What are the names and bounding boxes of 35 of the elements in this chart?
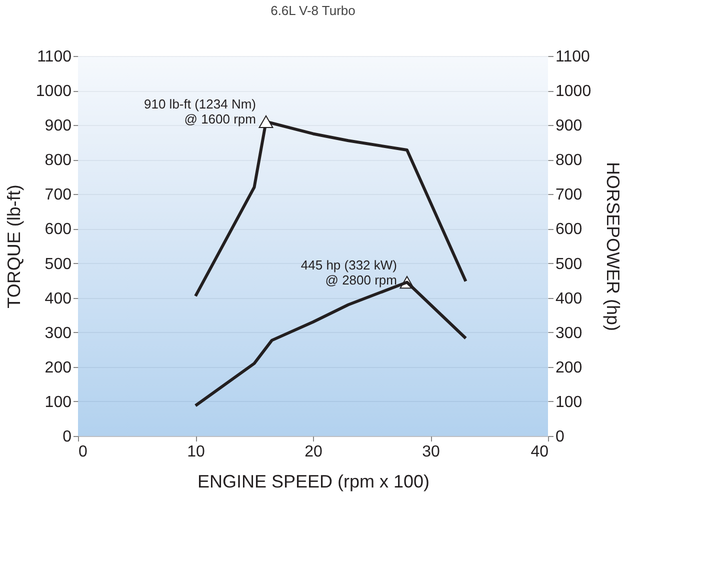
y2-tick-label: 1100	[556, 48, 590, 66]
x-tick-label: 10	[187, 444, 205, 460]
y2-tick-label: 700	[556, 186, 582, 204]
y2-axis-title: HORSEPOWER (hp)	[603, 162, 624, 332]
y-tick-label: 200	[44, 359, 72, 376]
y-tick-label: 1100	[37, 48, 72, 66]
y2-tick-label: 400	[556, 290, 582, 308]
y-tick-label: 800	[44, 152, 72, 170]
x-tick-label: 30	[422, 444, 440, 460]
chart-title: 6.6L V-8 Turbo	[270, 3, 356, 18]
y-tick-label: 500	[44, 256, 72, 273]
y-tick-label: 0	[62, 428, 72, 446]
y-tick-label: 700	[44, 186, 72, 204]
y-tick-label: 300	[44, 324, 72, 342]
x-tick-label: 20	[304, 444, 322, 460]
y2-tick-label: 600	[556, 221, 582, 238]
x-tick-label: 0	[78, 444, 88, 460]
y2-tick-label: 0	[556, 428, 564, 446]
x-tick-label: 40	[530, 444, 549, 460]
y-tick-label: 1000	[36, 83, 72, 100]
annotation: 445 hp (332 kW) @ 2800 rpm	[300, 257, 397, 288]
y-tick-label: 400	[44, 290, 72, 308]
y2-tick-label: 300	[556, 324, 582, 342]
y-tick-label: 900	[44, 118, 72, 135]
y2-tick-label: 200	[556, 359, 582, 376]
y2-tick-label: 900	[556, 118, 582, 135]
y2-tick-label: 100	[556, 394, 582, 411]
y-tick-label: 100	[44, 394, 72, 411]
annotation: 910 lb-ft (1234 Nm) @ 1600 rpm	[144, 96, 256, 127]
x-axis-title: ENGINE SPEED (rpm x 100)	[197, 472, 430, 492]
y2-tick-label: 1000	[556, 83, 592, 100]
y2-tick-label: 800	[556, 152, 582, 170]
y2-tick-label: 500	[556, 256, 582, 273]
y-axis-title: TORQUE (lb-ft)	[4, 184, 24, 308]
y-tick-label: 600	[44, 221, 72, 238]
